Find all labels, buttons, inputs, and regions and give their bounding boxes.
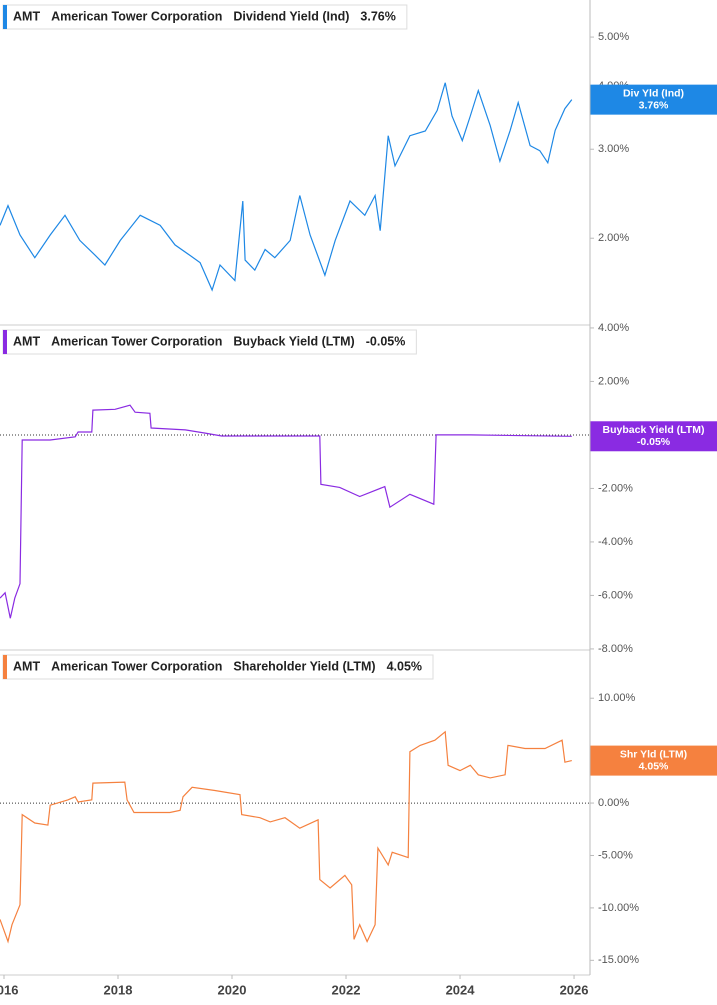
value-tag-label: Div Yld (Ind) bbox=[623, 87, 684, 99]
x-tick-label: 2020 bbox=[218, 982, 247, 997]
legend-swatch bbox=[3, 330, 7, 354]
value-tag-value: 3.76% bbox=[639, 99, 669, 111]
y-tick-label: -2.00% bbox=[598, 482, 633, 494]
legend-label: Buyback Yield (LTM) bbox=[233, 334, 354, 348]
value-tag-label: Shr Yld (LTM) bbox=[620, 748, 687, 760]
value-tag-value: 4.05% bbox=[639, 760, 669, 772]
legend-value: 3.76% bbox=[360, 9, 395, 23]
company: American Tower Corporation bbox=[51, 659, 222, 673]
y-tick-label: 0.00% bbox=[598, 797, 629, 809]
y-tick-label: 5.00% bbox=[598, 31, 629, 43]
y-tick-label: 4.00% bbox=[598, 322, 629, 334]
y-tick-label: 2.00% bbox=[598, 375, 629, 387]
x-tick-label: 2024 bbox=[446, 982, 476, 997]
value-tag-label: Buyback Yield (LTM) bbox=[603, 424, 705, 436]
x-tick-label: 2026 bbox=[560, 982, 589, 997]
legend-swatch bbox=[3, 5, 7, 29]
legend-box bbox=[2, 4, 408, 30]
legend-swatch bbox=[3, 655, 7, 679]
y-tick-label: -10.00% bbox=[598, 902, 639, 914]
company: American Tower Corporation bbox=[51, 334, 222, 348]
y-tick-label: 3.00% bbox=[598, 143, 629, 155]
ticker: AMT bbox=[13, 334, 40, 348]
legend-header: AMT American Tower Corporation Shareholder… bbox=[2, 654, 434, 680]
y-tick-label: 2.00% bbox=[598, 232, 629, 244]
y-tick-label: -6.00% bbox=[598, 589, 633, 601]
value-tag-value: -0.05% bbox=[637, 436, 671, 448]
y-tick-label: -4.00% bbox=[598, 536, 633, 548]
value-tag bbox=[590, 421, 717, 452]
series-line bbox=[0, 730, 572, 944]
ticker: AMT bbox=[13, 659, 40, 673]
series-line bbox=[0, 404, 572, 619]
legend-label: Shareholder Yield (LTM) bbox=[233, 659, 375, 673]
y-tick-label: -8.00% bbox=[598, 643, 633, 655]
company: American Tower Corporation bbox=[51, 9, 222, 23]
legend-header: AMT American Tower Corporation Dividend Yi… bbox=[2, 4, 408, 30]
x-tick-label: 2022 bbox=[332, 982, 361, 997]
ticker: AMT bbox=[13, 9, 40, 23]
legend-label: Dividend Yield (Ind) bbox=[233, 9, 349, 23]
legend-header: AMT American Tower Corporation Buyback Yie… bbox=[2, 329, 417, 355]
y-tick-label: -15.00% bbox=[598, 954, 639, 966]
y-tick-label: 10.00% bbox=[598, 692, 636, 704]
x-tick-label: 2018 bbox=[104, 982, 133, 997]
x-tick-label: 2016 bbox=[0, 982, 18, 997]
series-line bbox=[0, 82, 573, 292]
y-tick-label: -5.00% bbox=[598, 849, 633, 861]
legend-value: 4.05% bbox=[387, 659, 422, 673]
value-tag bbox=[590, 745, 717, 776]
legend-value: -0.05% bbox=[366, 334, 406, 348]
value-tag bbox=[590, 84, 717, 115]
